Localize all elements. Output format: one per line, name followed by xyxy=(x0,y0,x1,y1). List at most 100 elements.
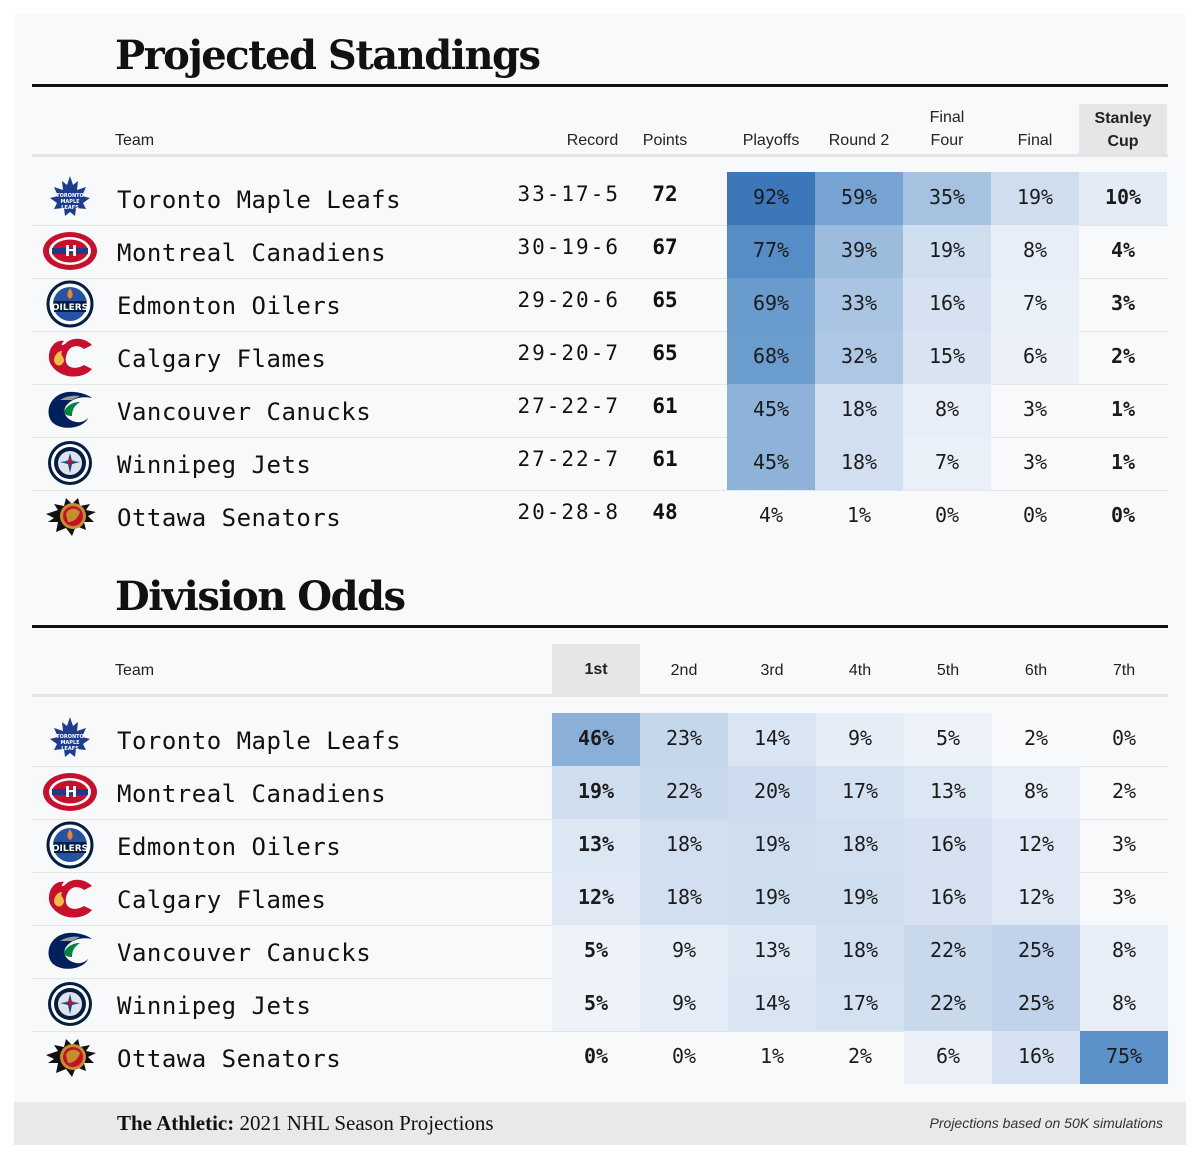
division-header-place-4th: 4th xyxy=(848,662,872,679)
standings-cell-cup: 2% xyxy=(1110,343,1136,368)
division-cell-place-2: 18% xyxy=(640,819,728,872)
division-row: Vancouver Canucks 5% 9% 13% 18% 22% 25% 8% xyxy=(32,925,1168,978)
team-record: 29-20-7 xyxy=(517,341,620,365)
division-cell-place-7: 75% xyxy=(1080,1031,1168,1084)
standings-header-playoffs: Playoffs xyxy=(742,132,800,149)
division-cell-place-6: 25% xyxy=(992,925,1080,978)
division-cell-place-4: 19% xyxy=(816,872,904,925)
division-cell-place-4: 17% xyxy=(816,978,904,1031)
division-header-place-1st: 1st xyxy=(552,644,640,695)
division-row: H Montreal Canadiens 19% 22% 20% 17% 13% 8% 2% xyxy=(32,766,1168,819)
row-divider xyxy=(32,437,1168,438)
standings-cell-round2: 39% xyxy=(815,225,903,278)
svg-text:MAPLE: MAPLE xyxy=(60,199,80,205)
team-name: Montreal Canadiens xyxy=(117,239,387,267)
division-cell-place-1: 46% xyxy=(552,713,640,766)
division-cell-place-1: 13% xyxy=(552,819,640,872)
standings-cell-round2: 18% xyxy=(815,384,903,437)
standings-header-team: Team xyxy=(115,132,155,149)
row-divider xyxy=(32,384,1168,385)
division-header-place-5th: 5th xyxy=(936,662,960,679)
division-cell-place-2: 22% xyxy=(640,766,728,819)
svg-text:H: H xyxy=(65,783,78,801)
team-name: Calgary Flames xyxy=(117,886,327,914)
division-cell-place-2: 9% xyxy=(640,925,728,978)
footer-note: Projections based on 50K simulations xyxy=(929,1115,1163,1131)
standings-cell-round2: 32% xyxy=(815,331,903,384)
standings-cell-playoffs: 69% xyxy=(727,278,815,331)
standings-cell-final-four: 16% xyxy=(903,278,991,331)
division-cell-place-6: 16% xyxy=(992,1031,1080,1084)
division-header-divider xyxy=(32,694,1168,697)
team-name: Vancouver Canucks xyxy=(117,939,372,967)
division-title: Division Odds xyxy=(115,573,406,620)
team-name: Winnipeg Jets xyxy=(117,451,312,479)
standings-cell-playoffs: 68% xyxy=(727,331,815,384)
standings-cell-final-four: 7% xyxy=(903,437,991,490)
division-cell-place-6: 12% xyxy=(992,872,1080,925)
division-row: Winnipeg Jets 5% 9% 14% 17% 22% 25% 8% xyxy=(32,978,1168,1031)
standings-header-cup-line2: Cup xyxy=(1107,132,1139,150)
row-divider xyxy=(32,490,1168,491)
division-cell-place-6: 12% xyxy=(992,819,1080,872)
oilers-logo-icon: OILERS xyxy=(42,280,98,328)
division-cell-place-5: 6% xyxy=(904,1031,992,1084)
standings-row: Calgary Flames 29-20-7 65 68% 32% 15% 6% 2% xyxy=(32,331,1168,384)
standings-title-rule xyxy=(32,84,1168,87)
team-points: 65 xyxy=(652,341,678,365)
standings-cell-cup: 0% xyxy=(1110,502,1136,527)
standings-cell-final-four: 0% xyxy=(934,502,960,527)
flames-logo-icon xyxy=(42,333,98,381)
division-cell-place-7: 2% xyxy=(1111,778,1137,803)
standings-row: Winnipeg Jets 27-22-7 61 45% 18% 7% 3% 1% xyxy=(32,437,1168,490)
row-divider xyxy=(32,331,1168,332)
standings-cell-cup: 10% xyxy=(1079,172,1167,225)
standings-row: TORONTO MAPLE LEAFS Toronto Maple Leafs 33-… xyxy=(32,172,1168,225)
division-row: Calgary Flames 12% 18% 19% 19% 16% 12% 3% xyxy=(32,872,1168,925)
standings-cell-cup: 4% xyxy=(1110,237,1136,262)
standings-cell-final: 19% xyxy=(991,172,1079,225)
svg-text:TORONTO: TORONTO xyxy=(56,734,84,740)
standings-header-round2: Round 2 xyxy=(828,132,890,149)
team-name: Vancouver Canucks xyxy=(117,398,372,426)
division-cell-place-3: 20% xyxy=(728,766,816,819)
division-cell-place-6: 25% xyxy=(992,978,1080,1031)
division-header-team: Team xyxy=(115,662,155,679)
footer-source: The Athletic: 2021 NHL Season Projection… xyxy=(117,1111,494,1136)
standings-cell-playoffs: 92% xyxy=(727,172,815,225)
standings-header-divider xyxy=(32,154,1168,157)
team-name: Calgary Flames xyxy=(117,345,327,373)
jets-logo-icon xyxy=(42,980,98,1028)
standings-cell-final: 3% xyxy=(1022,396,1048,421)
standings-header-points: Points xyxy=(642,132,688,149)
flames-logo-icon xyxy=(42,874,98,922)
standings-cell-cup: 1% xyxy=(1110,396,1136,421)
footer-brand: The Athletic: xyxy=(117,1111,235,1135)
division-cell-place-5: 16% xyxy=(904,872,992,925)
division-header-place-3rd: 3rd xyxy=(760,662,784,679)
standings-cell-cup: 3% xyxy=(1110,290,1136,315)
svg-text:OILERS: OILERS xyxy=(52,844,88,854)
division-row: TORONTO MAPLE LEAFS Toronto Maple Leafs 46%… xyxy=(32,713,1168,766)
division-cell-place-4: 9% xyxy=(816,713,904,766)
division-cell-place-2: 23% xyxy=(640,713,728,766)
division-cell-place-3: 14% xyxy=(728,713,816,766)
team-record: 33-17-5 xyxy=(517,182,620,206)
standings-cell-final: 0% xyxy=(1022,502,1048,527)
division-cell-place-2: 0% xyxy=(671,1043,697,1068)
division-cell-place-7: 3% xyxy=(1111,884,1137,909)
division-cell-place-5: 5% xyxy=(904,713,992,766)
senators-logo-icon xyxy=(42,492,98,540)
division-header-place-7th: 7th xyxy=(1112,662,1136,679)
team-points: 61 xyxy=(652,394,678,418)
senators-logo-icon xyxy=(42,1033,98,1081)
team-name: Ottawa Senators xyxy=(117,504,342,532)
team-record: 30-19-6 xyxy=(517,235,620,259)
division-cell-place-1: 5% xyxy=(552,925,640,978)
division-cell-place-2: 9% xyxy=(640,978,728,1031)
division-cell-place-4: 17% xyxy=(816,766,904,819)
standings-cell-cup: 1% xyxy=(1110,449,1136,474)
division-title-rule xyxy=(32,625,1168,628)
division-cell-place-3: 19% xyxy=(728,872,816,925)
division-cell-place-3: 14% xyxy=(728,978,816,1031)
